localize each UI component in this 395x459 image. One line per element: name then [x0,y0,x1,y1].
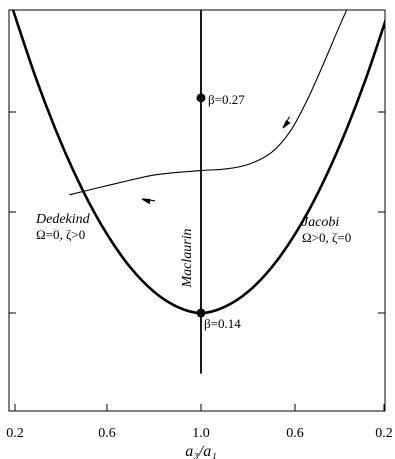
direction-arrow [282,116,291,129]
dedekind-condition: Ω=0, ζ>0 [36,227,85,242]
maclaurin-label: Maclaurin [180,228,195,288]
beta-top-label: β=0.27 [208,92,245,107]
x-tick-label: 0.6 [286,426,304,441]
x-tick-label: 1.0 [192,426,210,441]
plot-frame [8,9,386,412]
x-tick-label: 0.6 [98,426,116,441]
series-layer [11,10,385,374]
jacobi-label: Jacobi [302,215,339,230]
dedekind-label: Dedekind [35,212,91,227]
jacobi-condition: Ω>0, ζ=0 [302,230,351,245]
beta-marker [196,93,206,103]
annotations: Dedekind Ω=0, ζ>0 Jacobi Ω>0, ζ=0 Maclau… [35,92,351,331]
x-tick-label: 0.2 [6,426,24,441]
beta-marker [196,308,206,318]
x-tick-labels: 0.2 0.6 1.0 0.6 0.2 [6,426,393,441]
axis-ticks [9,111,385,411]
x-axis-label: a₃/a₁ [185,443,217,459]
marker-layer [196,93,206,318]
direction-arrow [141,198,155,205]
evolution-track [69,10,348,196]
plot-border [8,9,386,412]
beta-bottom-label: β=0.14 [204,316,241,331]
x-tick-label: 0.2 [375,426,393,441]
